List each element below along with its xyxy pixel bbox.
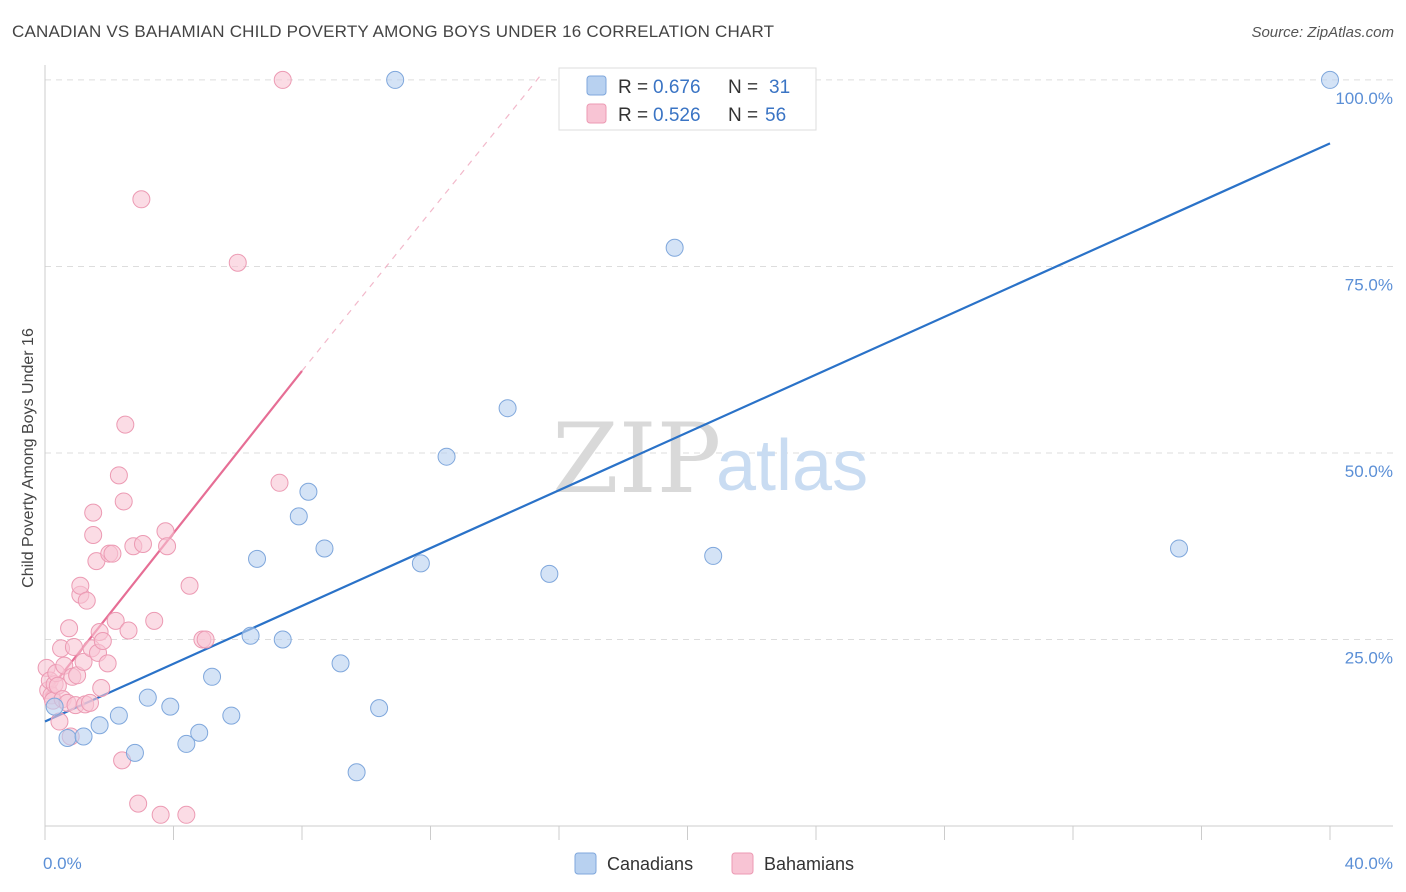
bahamian-point [77,591,96,610]
bahamian-point [270,473,289,492]
watermark: ZIP atlas [552,403,868,515]
bahamian-point [92,678,111,697]
gridlines [45,79,1393,640]
bahamian-point [228,253,247,272]
legend-box: R = 0.676 N = 31 R = 0.526 N = 56 [558,67,817,131]
canadian-point [109,706,128,725]
legend-r-value-canadians: 0.676 [653,77,701,98]
y-tick-label: 50.0% [1345,462,1393,481]
bottom-legend-label-bahamians: Bahamians [764,854,854,874]
x-tick-label: 0.0% [43,854,82,873]
bahamian-point [50,712,69,731]
canadian-point [45,697,64,716]
x-tick-label: 40.0% [1345,854,1393,873]
legend-n-value-canadians: 31 [769,77,790,98]
bahamian-point [60,619,79,638]
canadian-point [540,564,559,583]
chart-title: CANADIAN VS BAHAMIAN CHILD POVERTY AMONG… [12,22,775,41]
bahamian-point [71,576,90,595]
bahamian-point [109,466,128,485]
canadian-point [273,630,292,649]
canadian-point [437,447,456,466]
bahamian-point [119,621,138,640]
bahamian-point [151,805,170,824]
legend-r-label: R = [618,105,648,126]
bottom-legend-label-canadians: Canadians [607,854,693,874]
bahamian-point [133,534,152,553]
canadian-point [1170,539,1189,558]
bahamian-point [114,492,133,511]
canadian-point [498,399,517,418]
bahamian-point [132,190,151,209]
watermark-atlas: atlas [716,426,868,506]
canadian-point [74,727,93,746]
canadian-point [704,546,723,565]
canadian-point [90,716,109,735]
trendlines [44,72,1331,723]
bahamian-point [103,544,122,563]
y-axis-label: Child Poverty Among Boys Under 16 [20,328,37,588]
legend-n-label: N = [728,77,758,98]
canadians-trendline [44,142,1331,723]
bottom-legend: Canadians Bahamians [574,852,854,875]
bahamian-point [180,576,199,595]
bahamian-point [84,503,103,522]
bottom-legend-swatch-canadians [574,852,597,875]
bahamian-point [84,526,103,545]
bahamian-point [273,70,292,89]
canadian-point [411,554,430,573]
canadian-point [331,654,350,673]
canadian-point [1321,70,1339,89]
canadian-point [203,667,222,686]
canadian-point [138,688,157,707]
canadian-point [58,728,77,747]
canadian-point [315,539,334,558]
data-points [37,70,1339,824]
canadian-point [665,238,684,257]
canadian-point [177,734,196,753]
legend-n-label: N = [728,105,758,126]
canadian-point [299,482,318,501]
bahamian-point [177,805,196,824]
bahamian-point [80,693,99,712]
bahamian-point [129,794,148,813]
canadian-point [347,763,366,782]
legend-r-value-bahamians: 0.526 [653,105,701,126]
y-tick-label: 75.0% [1345,275,1393,294]
bahamian-point [74,652,93,671]
canadian-point [190,723,209,742]
canadian-point [241,626,260,645]
bahamian-point [156,522,175,541]
bahamian-point [145,611,164,630]
canadian-point [248,549,267,568]
legend-n-value-bahamians: 56 [765,105,786,126]
canadian-point [386,70,405,89]
legend-swatch-bahamians [586,103,607,124]
y-tick-labels: 25.0% 50.0% 75.0% 100.0% [1335,89,1393,668]
y-tick-label: 25.0% [1345,648,1393,667]
bottom-legend-swatch-bahamians [731,852,754,875]
bahamian-point [116,415,135,434]
bahamian-point [196,630,215,649]
canadian-point [161,697,180,716]
chart-source: Source: ZipAtlas.com [1251,24,1394,41]
canadian-point [370,699,389,718]
bahamian-point [98,654,117,673]
watermark-zip: ZIP [552,403,721,515]
canadian-point [222,706,241,725]
bahamians-trendline-extension [301,72,544,372]
y-tick-label: 100.0% [1335,89,1393,108]
legend-swatch-canadians [586,75,607,96]
x-tick-labels: 0.0% 40.0% [43,854,1393,873]
legend-r-label: R = [618,77,648,98]
bahamian-point [64,637,83,656]
canadian-point [125,743,144,762]
bahamian-point [106,611,125,630]
bahamian-point [158,537,177,556]
canadian-point [289,507,308,526]
bahamian-point [93,631,112,650]
